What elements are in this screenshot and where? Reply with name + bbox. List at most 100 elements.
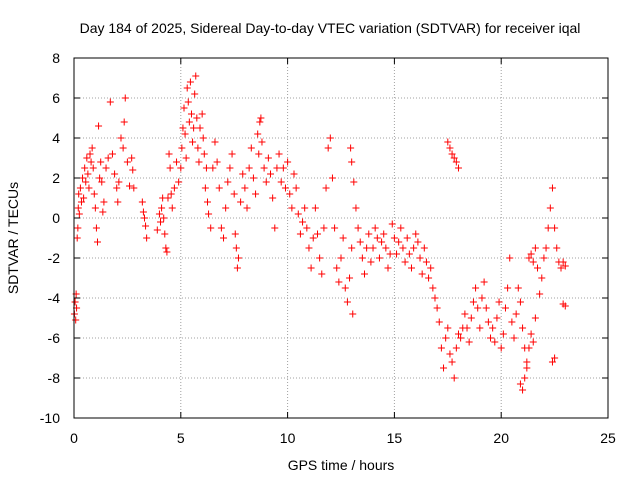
data-point xyxy=(234,254,242,262)
data-point xyxy=(252,190,260,198)
data-point xyxy=(256,118,264,126)
data-point xyxy=(446,144,454,152)
data-point xyxy=(220,234,228,242)
data-point xyxy=(410,244,418,252)
data-point xyxy=(284,158,292,166)
data-point xyxy=(193,114,201,122)
data-point xyxy=(175,178,183,186)
data-point xyxy=(307,264,315,272)
data-point xyxy=(86,150,94,158)
data-point xyxy=(499,330,507,338)
data-point xyxy=(397,224,405,232)
data-point xyxy=(84,170,92,178)
data-point xyxy=(128,154,136,162)
data-point xyxy=(181,130,189,138)
data-point xyxy=(183,84,191,92)
data-point xyxy=(407,264,415,272)
data-point xyxy=(519,386,527,394)
data-point xyxy=(527,330,535,338)
data-point xyxy=(279,164,287,172)
data-point xyxy=(224,178,232,186)
data-point xyxy=(79,174,87,182)
data-point xyxy=(448,150,456,158)
data-point xyxy=(100,198,108,206)
data-point xyxy=(201,184,209,192)
data-point xyxy=(446,350,454,358)
data-point xyxy=(504,284,512,292)
data-point xyxy=(226,164,234,172)
data-point xyxy=(185,118,193,126)
data-point xyxy=(454,330,462,338)
data-point xyxy=(548,184,556,192)
data-point xyxy=(164,194,172,202)
data-point xyxy=(347,144,355,152)
data-point xyxy=(405,250,413,258)
data-point xyxy=(257,114,265,122)
data-point xyxy=(119,144,127,152)
data-point xyxy=(72,316,80,324)
data-point xyxy=(380,230,388,238)
y-tick-label: -4 xyxy=(48,290,61,306)
data-point xyxy=(91,204,99,212)
data-point xyxy=(143,234,151,242)
data-point xyxy=(363,244,371,252)
data-point xyxy=(484,318,492,326)
data-point xyxy=(341,284,349,292)
data-point xyxy=(81,164,89,172)
data-point xyxy=(506,254,514,262)
data-point xyxy=(96,174,104,182)
x-axis-label: GPS time / hours xyxy=(288,457,395,473)
data-point xyxy=(354,224,362,232)
data-point xyxy=(469,298,477,306)
x-tick-label: 5 xyxy=(177,430,185,446)
data-point xyxy=(173,158,181,166)
data-point xyxy=(457,334,465,342)
data-point xyxy=(491,338,499,346)
data-point xyxy=(142,222,150,230)
data-point xyxy=(309,234,317,242)
data-point xyxy=(166,164,174,172)
data-point xyxy=(102,164,110,172)
data-point xyxy=(182,154,190,162)
data-point xyxy=(510,334,518,342)
data-point xyxy=(350,178,358,186)
data-point xyxy=(514,284,522,292)
data-point xyxy=(292,184,300,192)
data-point xyxy=(497,344,505,352)
data-point xyxy=(77,198,85,206)
data-point xyxy=(167,190,175,198)
data-point xyxy=(318,270,326,278)
data-point xyxy=(348,244,356,252)
data-point xyxy=(207,224,215,232)
data-point xyxy=(301,204,309,212)
y-tick-label: -2 xyxy=(48,250,61,266)
data-point xyxy=(331,224,339,232)
data-point xyxy=(217,224,225,232)
data-point xyxy=(542,244,550,252)
y-tick-label: 2 xyxy=(52,170,60,186)
data-point xyxy=(165,150,173,158)
data-point xyxy=(189,138,197,146)
data-point xyxy=(305,244,313,252)
data-point xyxy=(427,264,435,272)
y-tick-label: -6 xyxy=(48,330,61,346)
data-point xyxy=(180,104,188,112)
data-point xyxy=(80,194,88,202)
data-point xyxy=(205,210,213,218)
data-point xyxy=(198,110,206,118)
data-point xyxy=(179,124,187,132)
y-tick-label: -8 xyxy=(48,370,61,386)
data-point xyxy=(527,250,535,258)
data-point xyxy=(454,164,462,172)
data-point xyxy=(311,204,319,212)
data-point xyxy=(414,238,422,246)
data-point xyxy=(335,278,343,286)
data-point xyxy=(343,298,351,306)
data-point xyxy=(161,230,169,238)
data-point xyxy=(90,190,98,198)
data-point xyxy=(281,184,289,192)
data-point xyxy=(324,144,332,152)
data-point xyxy=(416,254,424,262)
data-point xyxy=(264,154,272,162)
data-point xyxy=(476,324,484,332)
